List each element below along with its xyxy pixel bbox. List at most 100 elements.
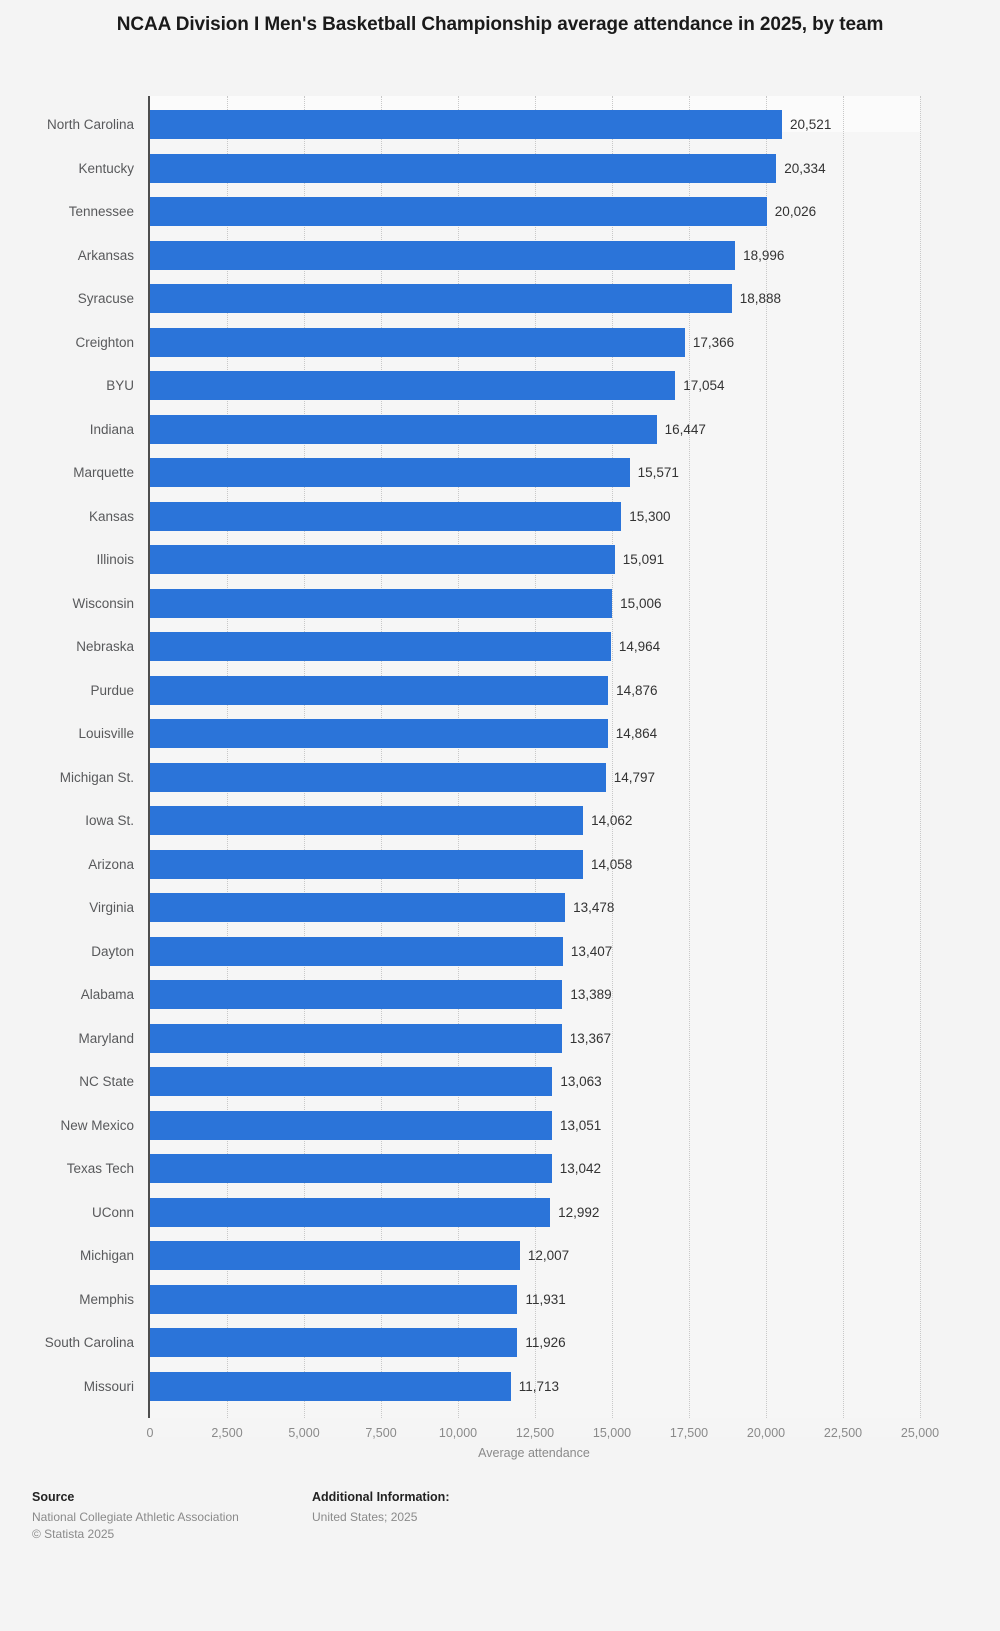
bar-row[interactable]: Maryland 13,367 (0, 1017, 1000, 1061)
bar[interactable] (150, 806, 584, 835)
bar-row[interactable]: BYU 17,054 (0, 364, 1000, 408)
bar[interactable] (150, 1241, 520, 1270)
bar-row[interactable]: Marquette 15,571 (0, 451, 1000, 495)
bar[interactable] (150, 240, 736, 270)
bar-row[interactable]: Tennessee 20,026 (0, 190, 1000, 234)
bar-row[interactable]: Missouri 11,713 (0, 1365, 1000, 1409)
bar-row[interactable]: Indiana 16,447 (0, 408, 1000, 452)
bar-row[interactable]: Wisconsin 15,006 (0, 582, 1000, 626)
gridline (920, 96, 921, 1418)
bar-row[interactable]: Purdue 14,876 (0, 669, 1000, 713)
bar[interactable] (150, 327, 685, 357)
x-tick-label: 7,500 (365, 1426, 397, 1440)
x-tick-label: 17,500 (669, 1426, 709, 1440)
bar-value-label: 18,996 (743, 247, 785, 263)
bar[interactable] (150, 153, 777, 183)
bar-row[interactable]: Nebraska 14,964 (0, 625, 1000, 669)
bar[interactable] (150, 197, 767, 226)
bar[interactable] (150, 501, 622, 531)
bar[interactable] (150, 893, 566, 922)
gridline (227, 96, 228, 1418)
category-label: North Carolina (46, 117, 134, 132)
bar-row[interactable]: Syracuse 18,888 (0, 277, 1000, 321)
x-tick-label: 20,000 (746, 1426, 786, 1440)
bar[interactable] (150, 632, 611, 661)
bar-row[interactable]: Alabama 13,389 (0, 973, 1000, 1017)
additional-information-text: United States; 2025 (312, 1510, 418, 1524)
bar[interactable] (150, 1197, 551, 1227)
bar-value-label: 15,006 (620, 595, 662, 611)
bar[interactable] (150, 414, 657, 444)
bar[interactable] (150, 675, 609, 705)
category-label: Iowa St. (85, 813, 134, 828)
bar[interactable] (150, 1154, 552, 1183)
bar[interactable] (150, 588, 613, 618)
bar[interactable] (150, 284, 732, 313)
category-label: Kentucky (78, 160, 134, 176)
bar-row[interactable]: New Mexico 13,051 (0, 1104, 1000, 1148)
category-label: Marquette (73, 465, 134, 480)
bar-row[interactable]: Arkansas 18,996 (0, 234, 1000, 278)
bar[interactable] (150, 762, 606, 792)
category-label: Texas Tech (66, 1161, 134, 1176)
bar[interactable] (150, 110, 783, 139)
bar[interactable] (150, 1023, 562, 1053)
bar-row[interactable]: North Carolina 20,521 (0, 103, 1000, 147)
gridline (535, 96, 536, 1418)
x-tick-label: 22,500 (823, 1426, 863, 1440)
bar[interactable] (150, 458, 630, 487)
bar-value-label: 14,864 (615, 726, 658, 741)
bar-value-label: 11,931 (525, 1291, 566, 1307)
bar-row[interactable]: Iowa St. 14,062 (0, 799, 1000, 843)
additional-information-heading: Additional Information: (312, 1490, 450, 1504)
category-label: South Carolina (44, 1335, 134, 1350)
bar-row[interactable]: South Carolina 11,926 (0, 1321, 1000, 1365)
category-label: UConn (91, 1204, 134, 1220)
bar-row[interactable]: NC State 13,063 (0, 1060, 1000, 1104)
bar-row[interactable]: Dayton 13,407 (0, 930, 1000, 974)
category-label: New Mexico (60, 1117, 134, 1133)
bar-row[interactable]: Kansas 15,300 (0, 495, 1000, 539)
bar[interactable] (150, 1328, 518, 1357)
bar-row[interactable]: UConn 12,992 (0, 1191, 1000, 1235)
category-label: Kansas (88, 508, 134, 524)
category-label: BYU (106, 378, 134, 393)
bar[interactable] (150, 849, 583, 879)
bar[interactable] (150, 719, 608, 748)
category-label: Arizona (88, 856, 134, 872)
bar[interactable] (150, 545, 615, 574)
bar-value-label: 20,521 (790, 117, 832, 132)
category-label: Louisville (78, 726, 134, 741)
bar-value-label: 20,334 (784, 160, 826, 176)
x-tick-label: 12,500 (515, 1426, 555, 1440)
bar-row[interactable]: Michigan St. 14,797 (0, 756, 1000, 800)
bar-row[interactable]: Illinois 15,091 (0, 538, 1000, 582)
x-tick-label: 0 (146, 1426, 154, 1440)
bar-value-label: 11,713 (518, 1378, 560, 1394)
bar-row[interactable]: Texas Tech 13,042 (0, 1147, 1000, 1191)
bar-row[interactable]: Memphis 11,931 (0, 1278, 1000, 1322)
bar-row[interactable]: Virginia 13,478 (0, 886, 1000, 930)
bar-row[interactable]: Creighton 17,366 (0, 321, 1000, 365)
bar[interactable] (150, 1284, 518, 1314)
bar-row[interactable]: Louisville 14,864 (0, 712, 1000, 756)
bar-row[interactable]: Arizona 14,058 (0, 843, 1000, 887)
bar-value-label: 13,478 (573, 900, 615, 915)
category-label: Maryland (78, 1030, 134, 1046)
bar[interactable] (150, 1110, 552, 1140)
bar-row[interactable]: Michigan 12,007 (0, 1234, 1000, 1278)
bar[interactable] (150, 1067, 553, 1096)
x-axis: 0 2,500 5,000 7,500 10,000 12,500 15,000 17,500… (0, 1418, 1000, 1464)
bar[interactable] (150, 371, 676, 400)
bar-row[interactable]: Kentucky 20,334 (0, 147, 1000, 191)
chart-footer: Source National Collegiate Athletic Asso… (0, 1478, 1000, 1631)
bar[interactable] (150, 1371, 511, 1401)
bar-value-label: 16,447 (664, 421, 706, 437)
bar[interactable] (150, 980, 563, 1009)
gridline (612, 96, 613, 1418)
source-name: National Collegiate Athletic Association (32, 1510, 239, 1524)
gridline (689, 96, 690, 1418)
bar-value-label: 17,366 (692, 334, 735, 350)
bar[interactable] (150, 936, 563, 966)
